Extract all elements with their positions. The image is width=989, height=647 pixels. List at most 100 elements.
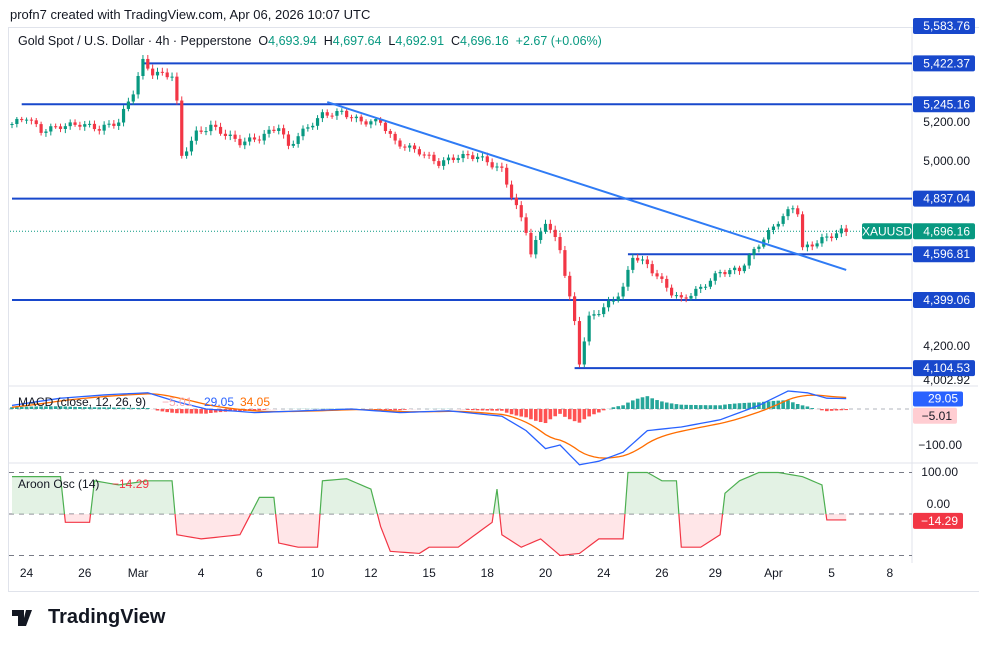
candle-body [379, 119, 383, 123]
macd-histogram-bar [475, 409, 480, 411]
low-label: L [388, 34, 396, 48]
macd-histogram-bar [766, 401, 771, 409]
candle-body [252, 137, 257, 140]
macd-histogram-bar [87, 407, 92, 409]
price-axis-tick-bottom: 4,002.92 [923, 373, 970, 387]
trendline [326, 101, 847, 271]
candle-body [568, 275, 572, 297]
macd-histogram-bar [179, 409, 184, 414]
macd-histogram-bar [165, 409, 169, 413]
macd-histogram-bar [470, 409, 475, 411]
macd-histogram-bar [713, 405, 718, 409]
candle-body [354, 116, 358, 119]
macd-histogram-bar [684, 404, 688, 409]
macd-axis-label [913, 391, 963, 407]
macd-axis-text: 29.05 [928, 392, 958, 406]
candle-body [88, 123, 92, 125]
candle-body [427, 154, 431, 156]
time-axis-label: 15 [422, 566, 436, 580]
candle-body [815, 243, 819, 247]
candle-body [68, 122, 72, 127]
candle-body [296, 136, 300, 144]
macd-histogram-bar [524, 409, 528, 418]
macd-histogram-bar [335, 408, 339, 409]
candle-body [703, 286, 708, 288]
macd-histogram-bar [582, 409, 587, 420]
candle-body [141, 58, 145, 76]
macd-histogram-bar [752, 402, 756, 409]
aroon-title: Aroon Osc (14) [18, 477, 99, 491]
candle-body [170, 76, 174, 78]
macd-histogram-bar [39, 406, 43, 409]
level-price-text: 4,104.53 [923, 361, 970, 375]
macd-histogram-bar [490, 409, 494, 411]
macd-histogram-bar [660, 401, 664, 409]
time-axis-label: 4 [198, 566, 205, 580]
symbol-title[interactable]: Gold Spot / U.S. Dollar · 4h · Peppersto… [18, 34, 252, 48]
price-axis-tick: 4,200.00 [923, 339, 970, 353]
candle-body [558, 237, 562, 251]
macd-histogram-bar [601, 409, 606, 411]
price-chart[interactable]: 5,200.00 5,000.00 4,200.00 4,002.92 5,583.76… [0, 0, 989, 600]
macd-histogram-bar [616, 406, 621, 409]
candle-body [519, 205, 523, 218]
candle-body [805, 244, 809, 248]
macd-histogram-bar [703, 405, 708, 409]
candle-body [340, 110, 344, 112]
macd-histogram-bar [15, 406, 19, 409]
candle-body [616, 296, 620, 301]
candle-body [796, 208, 800, 215]
macd-histogram-bar [635, 398, 640, 409]
macd-histogram-bar [407, 409, 412, 410]
level-price-label [913, 96, 975, 113]
candle-body [689, 295, 693, 299]
candle-body [776, 223, 780, 227]
candle-body [301, 128, 305, 137]
macd-histogram-bar [320, 408, 325, 409]
candle-body [674, 295, 679, 297]
candle-body [582, 341, 586, 365]
macd-histogram-bar [563, 409, 567, 417]
macd-histogram-bar [795, 404, 800, 409]
macd-histogram-bar [58, 406, 63, 409]
candle-body [291, 143, 295, 146]
macd-histogram-bar [189, 409, 194, 414]
candle-body [442, 160, 446, 166]
candle-body [471, 155, 475, 160]
candle-body [286, 134, 291, 146]
candle-body [383, 122, 388, 132]
macd-histogram-bar [485, 409, 490, 411]
macd-histogram-bar [592, 409, 596, 415]
macd-histogram-bar [160, 409, 165, 412]
time-axis-label: 26 [655, 566, 669, 580]
macd-histogram-bar [723, 404, 727, 409]
level-price-text: 4,837.04 [923, 192, 970, 206]
candle-body [461, 154, 465, 159]
candle-body [679, 295, 683, 298]
aroon-axis-text: −14.29 [921, 514, 958, 528]
macd-title: MACD (close, 12, 26, 9) [18, 395, 146, 409]
candle-body [660, 276, 664, 279]
tradingview-logo[interactable]: TradingView [12, 606, 165, 629]
candle-body [10, 124, 14, 125]
chart-frame [8, 27, 979, 592]
candle-body [592, 314, 596, 316]
candle-body [345, 110, 349, 118]
macd-histogram-bar [73, 406, 77, 409]
candle-body [267, 129, 271, 134]
candle-body [771, 226, 776, 231]
high-label: H [323, 34, 333, 48]
macd-histogram-bar [519, 409, 524, 417]
macd-histogram-bar [621, 405, 625, 409]
candle-body [44, 131, 48, 133]
macd-histogram-bar [126, 407, 131, 409]
macd-histogram-bar [805, 406, 810, 409]
level-price-label [913, 246, 975, 263]
macd-histogram-bar [102, 407, 106, 409]
aroon-fill-up [12, 472, 847, 514]
macd-histogram-bar [771, 400, 776, 409]
candle-body [514, 197, 518, 206]
candle-body [699, 286, 703, 289]
macd-histogram-bar [679, 404, 684, 409]
candle-body [655, 273, 659, 277]
